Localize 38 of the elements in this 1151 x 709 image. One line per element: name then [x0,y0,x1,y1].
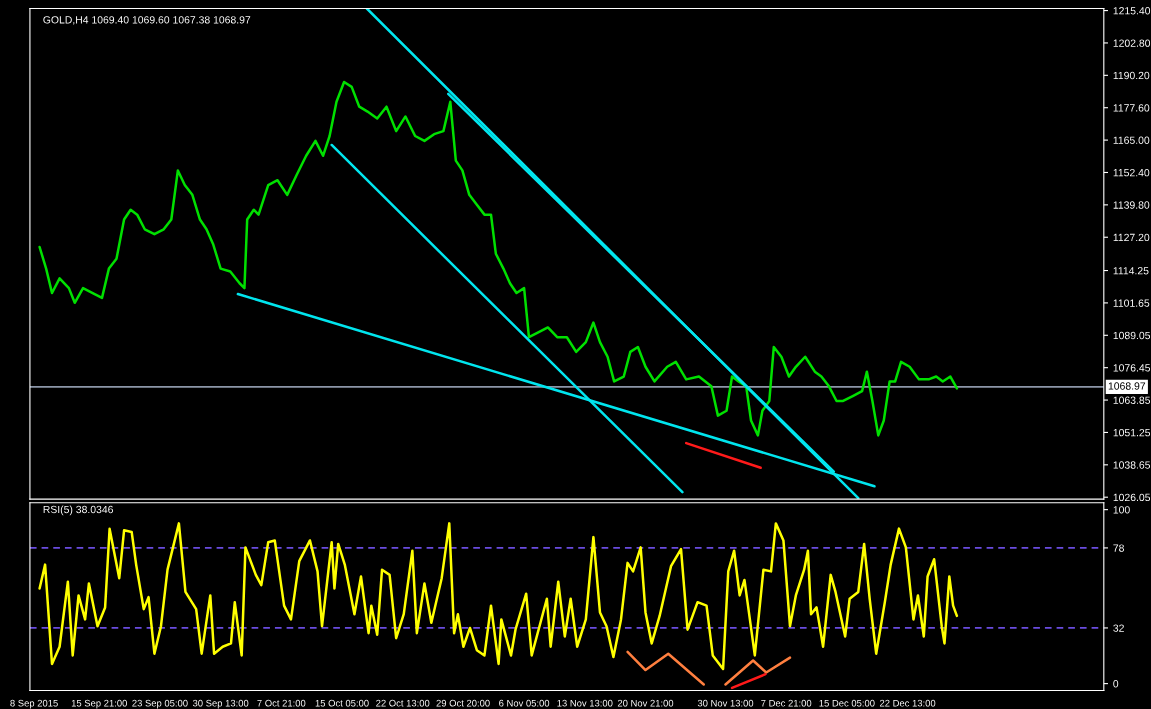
y-tick-label: 1089.05 [1113,331,1151,340]
y-tick-label: 1076.45 [1113,364,1151,372]
x-tick-label: 29 Oct 20:00 [436,699,490,707]
ref-line-label: 1068.97 [1108,382,1146,390]
y-tick-label: 1139.80 [1113,201,1150,209]
x-tick-label: 22 Dec 13:00 [879,699,936,707]
chart-title: RSI(5) 38.0346 [43,505,113,516]
x-tick-label: 30 Sep 13:00 [192,699,249,709]
y-tick-label: 1101.65 [1113,299,1150,307]
x-tick-label: 15 Dec 05:00 [819,699,875,707]
x-tick-label: 23 Sep 05:00 [132,699,188,709]
y-tick-label: 1051.25 [1113,428,1151,437]
text: GOLD,H4 1069.40 1069.60 1067.38 1068.97 [43,16,251,25]
x-tick-label: 22 Oct 13:00 [376,699,430,707]
y-tick-label: 1215.40 [1113,7,1151,15]
y-tick-label: 1152.40 [1113,168,1150,177]
x-tick-label: 7 Oct 21:00 [257,699,306,707]
y-tick-label: 1038.65 [1113,461,1151,469]
x-tick-label: 30 Nov 13:00 [697,699,754,707]
y-tick-label: 1165.00 [1113,136,1150,144]
y-tick-label: 1177.60 [1113,104,1150,112]
y-tick-label: 78 [1113,544,1124,552]
y-tick-label: 1114.25 [1113,267,1149,275]
y-tick-label: 100 [1113,506,1130,514]
y-tick-label: 1127.20 [1113,233,1150,242]
y-tick-label: 0 [1113,680,1119,688]
x-tick-label: 15 Oct 05:00 [315,699,369,707]
x-tick-label: 20 Nov 21:00 [617,699,674,707]
x-tick-label: 6 Nov 05:00 [499,699,550,707]
y-tick-label: 1063.85 [1113,396,1151,404]
x-tick-label: 7 Dec 21:00 [761,699,812,707]
y-tick-label: 1190.20 [1113,71,1150,80]
x-tick-label: 15 Sep 21:00 [71,699,127,709]
y-tick-label: 32 [1113,624,1124,632]
x-tick-label: 13 Nov 13:00 [557,699,613,707]
x-tick-label: 8 Sep 2015 [10,699,58,709]
y-tick-label: 1026.05 [1113,493,1151,502]
y-tick-label: 1202.80 [1113,39,1151,47]
